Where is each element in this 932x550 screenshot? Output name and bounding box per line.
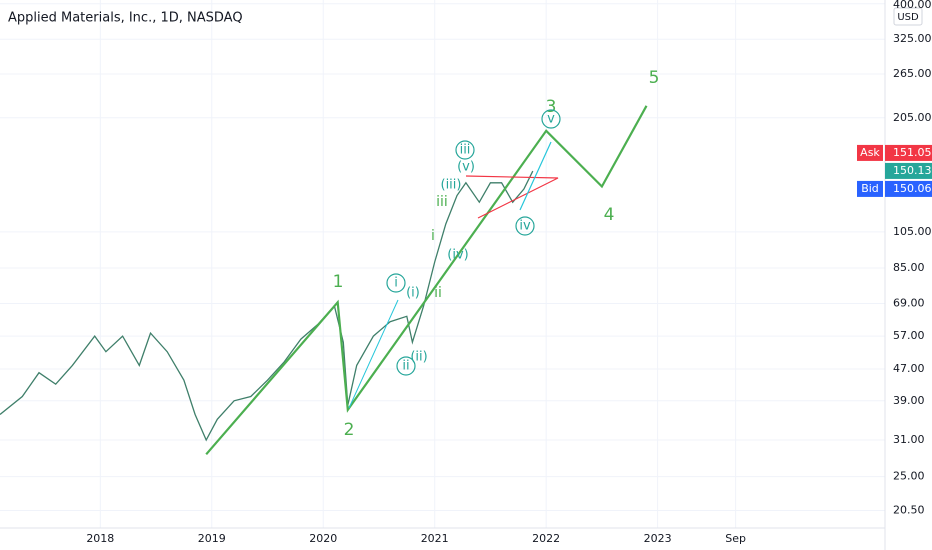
x-tick-label: 2022 [532,532,560,545]
y-tick-label: 325.00 [893,32,932,45]
price-tag-label: Ask [860,146,880,159]
y-tick-label: 265.00 [893,67,932,80]
grid [0,0,885,528]
wave-label: (v) [457,160,475,175]
y-tick-label: 105.00 [893,225,932,238]
price-line [0,170,534,442]
wave-line [205,105,648,456]
x-tick-label: 2020 [309,532,337,545]
x-tick-label: 2019 [198,532,226,545]
wave-label: i [431,228,435,244]
wave-label: 3 [546,97,557,117]
price-tag [885,180,932,197]
x-tick-label: 2018 [86,532,114,545]
wave-label: ii [434,285,442,301]
y-tick-label: 25.00 [893,470,925,483]
price-tags: 151.05 Ask 150.13 150.06 Bid [857,144,932,197]
y-tick-label: 20.50 [893,503,925,516]
wave-circle [396,356,416,376]
wave-label: 2 [344,420,355,440]
y-tick-label: 57.00 [893,329,925,342]
wave-label: iii [460,143,471,158]
y-tick-label: 39.00 [893,394,925,407]
triangle-drawing [465,175,559,219]
trend-drawing [519,141,552,211]
price-tag-label: Bid [861,182,879,195]
price-tag-value: 150.13 [893,164,932,177]
y-tick-label: 31.00 [893,433,925,446]
price-tag-value: 150.06 [893,182,932,195]
price-tag [885,162,932,179]
price-tag-label-box [857,180,883,197]
wave-circle [515,216,535,236]
wave-label: 4 [604,205,615,225]
chart-title: Applied Materials, Inc., 1D, NASDAQ [8,11,243,26]
wave-label: iv [519,219,531,234]
wave-label: (ii) [410,350,427,365]
wave-label: (iv) [447,248,468,263]
y-tick-label: 69.00 [893,297,925,310]
y-tick-label: 400.00 [893,0,932,11]
y-tick-label: 47.00 [893,362,925,375]
wave-label: (iii) [441,178,462,193]
wave-circle [455,140,475,160]
y-tick-label: 205.00 [893,111,932,124]
price-tag-value: 151.05 [893,146,932,159]
x-tick-label: 2023 [644,532,672,545]
wave-labels: 1 2 3 4 5 i (i) ii (ii) (iii) iii (v) ii… [333,68,660,440]
price-tag-label-box [857,144,883,161]
x-tick-label: 2021 [421,532,449,545]
wave-circle [541,109,561,129]
trend-drawing [348,299,399,409]
x-tick-label: Sep [725,532,746,545]
plot [0,105,648,456]
y-tick-label: 85.00 [893,261,925,274]
wave-label: (i) [406,286,420,301]
wave-label: 1 [333,272,344,292]
wave-circle [386,273,406,293]
currency-box [893,7,923,26]
wave-label: i [394,276,398,291]
wave-label: ii [402,359,409,374]
currency-label: USD [897,12,919,23]
price-tag [885,144,932,161]
wave-label: v [547,112,555,127]
wave-label: 5 [649,68,660,88]
wave-label: iii [436,194,448,210]
